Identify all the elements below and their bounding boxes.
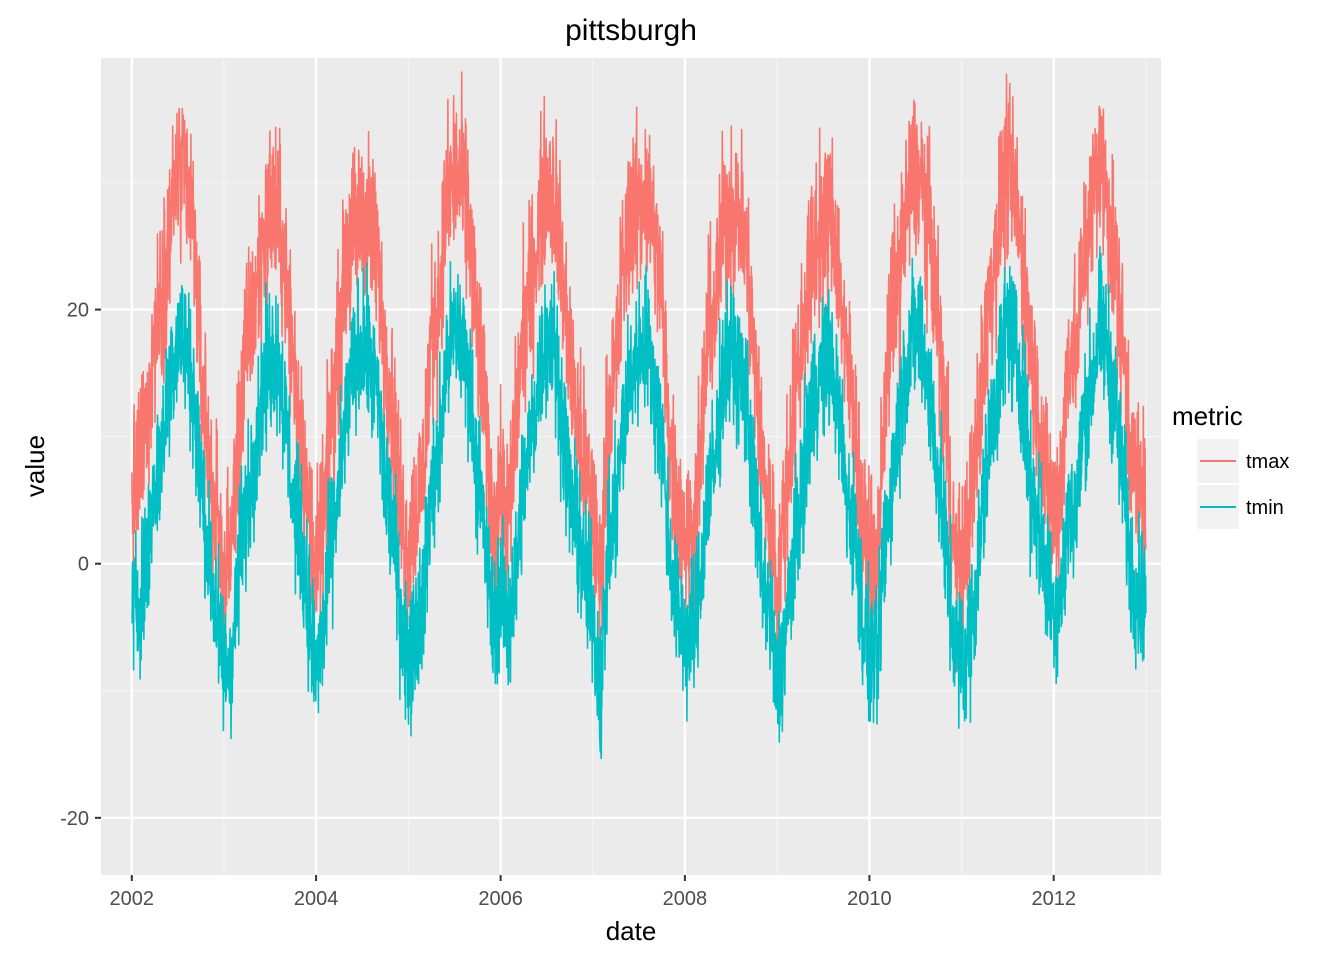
y-tick-label: 20 [67,300,89,322]
x-tick-label: 2008 [663,888,708,910]
x-axis-title: date [606,916,657,946]
y-tick-label: -20 [60,808,89,830]
legend-label: tmax [1246,451,1289,473]
series-layer [131,71,1147,760]
legend-keys: tmax tmin [1195,437,1289,531]
x-tick-label: 2002 [110,888,155,910]
x-tick-label: 2010 [847,888,892,910]
legend-entry-tmin: tmin [1195,483,1284,531]
y-axis: -20 0 20 [60,300,101,830]
series-tmin [131,245,1147,760]
grid-minor-x [223,58,1147,875]
x-tick-label: 2004 [294,888,339,910]
legend-title: metric [1172,401,1243,431]
x-tick-label: 2006 [478,888,523,910]
y-tick-label: 0 [78,554,89,576]
x-axis: 2002 2004 2006 2008 2010 2012 [110,875,1076,910]
chart-title: pittsburgh [565,14,697,47]
legend-label: tmin [1246,497,1284,519]
series-line-tmin [131,245,1147,760]
legend: metric tmax tmin [1172,401,1289,531]
y-axis-title: value [20,435,50,497]
legend-entry-tmax: tmax [1195,437,1289,485]
x-tick-label: 2012 [1031,888,1076,910]
